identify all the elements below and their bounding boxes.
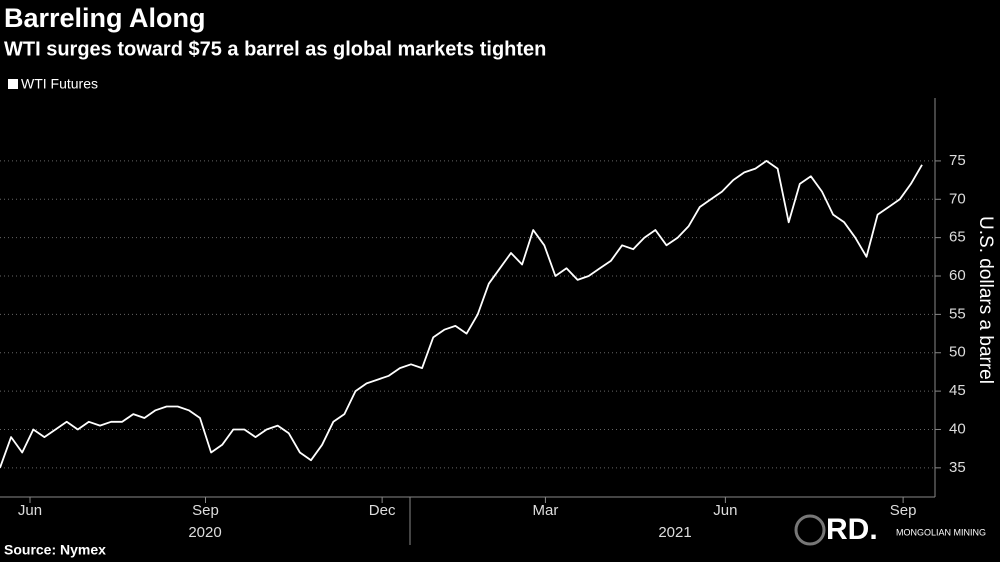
y-tick-label: 55 xyxy=(949,305,966,322)
price-line xyxy=(0,160,923,469)
year-label: 2021 xyxy=(658,524,691,541)
year-label: 2020 xyxy=(188,524,221,541)
legend-label: WTI Futures xyxy=(21,76,98,92)
chart-subtitle: WTI surges toward $75 a barrel as global… xyxy=(4,38,546,60)
y-tick-label: 65 xyxy=(949,229,966,246)
watermark-logo: RD. xyxy=(826,513,878,546)
x-tick-label: Mar xyxy=(533,502,559,519)
y-tick-label: 45 xyxy=(949,382,966,399)
y-tick-label: 40 xyxy=(949,420,966,437)
source: Source: Nymex xyxy=(4,542,106,558)
watermark-text: MONGOLIAN MINING xyxy=(896,527,986,537)
y-tick-label: 50 xyxy=(949,344,966,361)
x-tick-label: Dec xyxy=(369,502,396,519)
watermark-logo-icon xyxy=(794,514,826,546)
y-tick-label: 60 xyxy=(949,267,966,284)
y-tick-label: 75 xyxy=(949,152,966,169)
x-tick-label: Sep xyxy=(192,502,219,519)
x-tick-label: Sep xyxy=(890,502,917,519)
y-tick-label: 35 xyxy=(949,459,966,476)
y-tick-label: 70 xyxy=(949,190,966,207)
x-tick-label: Jun xyxy=(713,502,737,519)
legend-swatch xyxy=(8,79,18,89)
y-axis-title: U.S. dollars a barrel xyxy=(975,216,996,384)
x-tick-label: Jun xyxy=(18,502,42,519)
chart-title: Barreling Along xyxy=(4,3,206,33)
